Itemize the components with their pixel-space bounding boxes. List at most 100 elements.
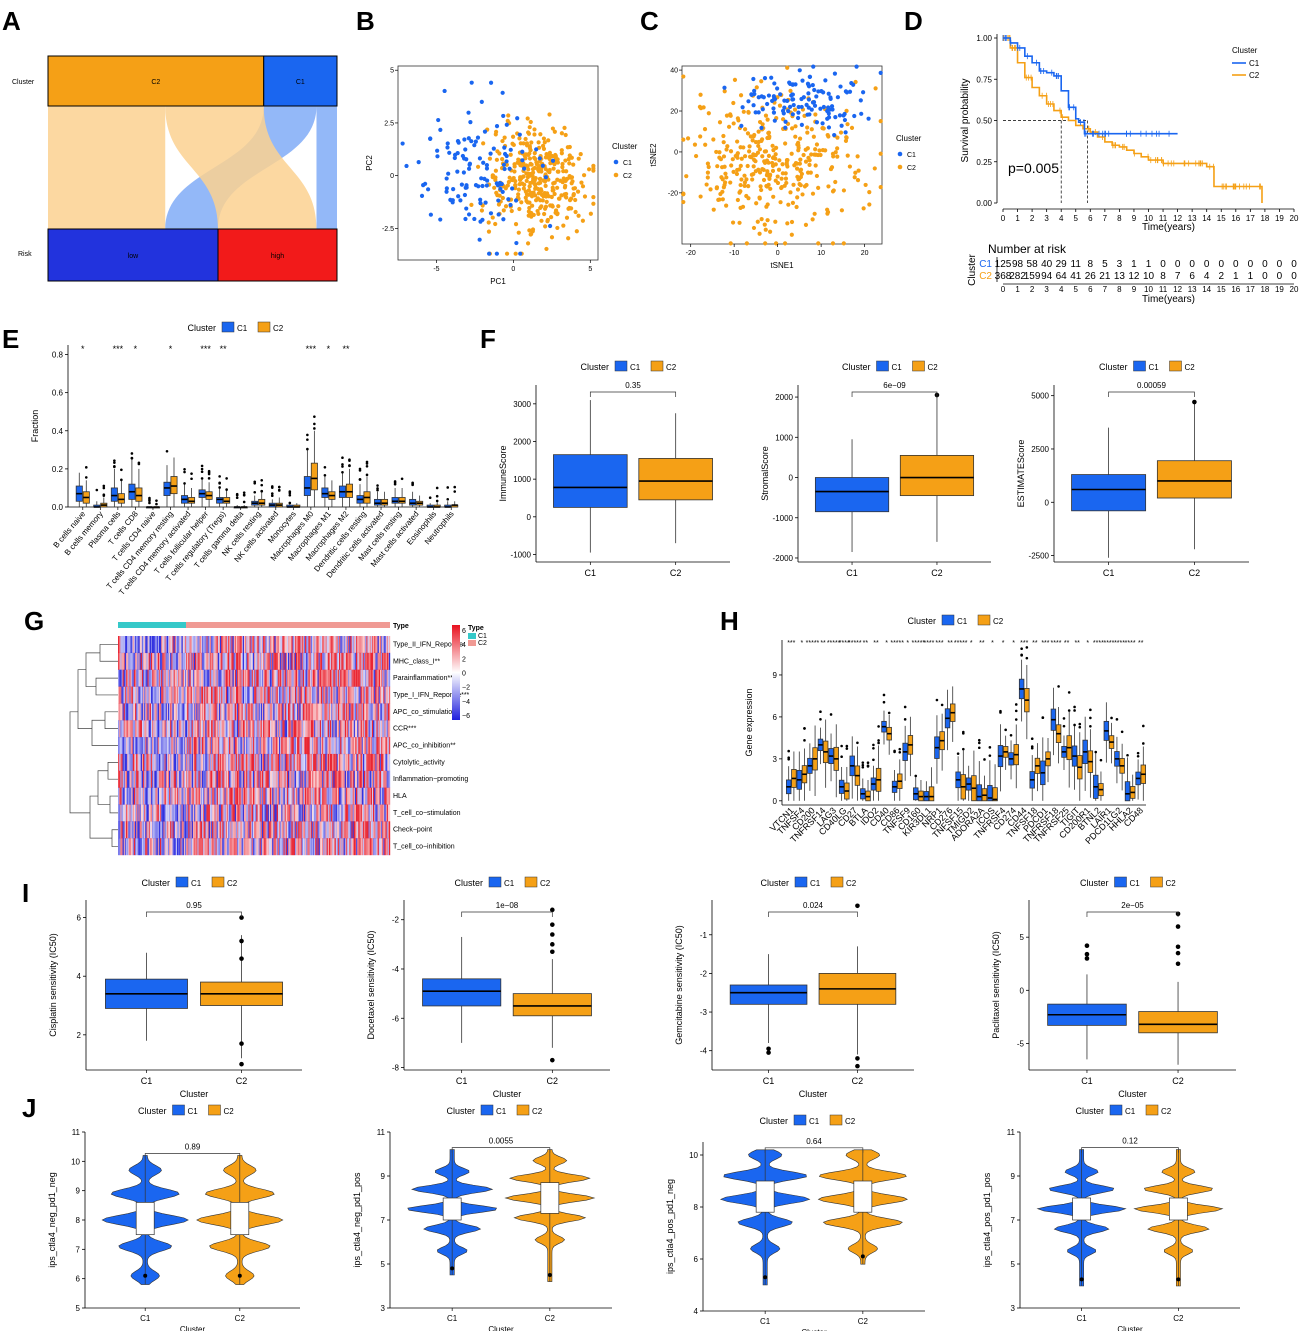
cibersort-outlier — [235, 493, 239, 497]
heatmap-cell — [336, 804, 339, 822]
heatmap-cell — [238, 753, 240, 771]
heatmap-cell — [315, 787, 317, 805]
heatmap-cell — [312, 652, 315, 670]
cibersort-outlier — [120, 478, 123, 482]
heatmap-cell — [366, 669, 368, 687]
heatmap-cell — [280, 821, 282, 839]
heatmap-cell — [182, 737, 184, 755]
tsne-point-C1 — [786, 109, 791, 114]
heatmap-cell — [140, 686, 142, 704]
heatmap-cell — [254, 686, 256, 704]
cibersort-y-tick-label: 0.0 — [52, 503, 64, 512]
heatmap-cell — [281, 770, 283, 788]
pca-point-C2 — [496, 202, 502, 207]
pca-point-C2 — [521, 186, 526, 191]
heatmap-cell — [192, 787, 195, 805]
heatmap-cell — [167, 787, 170, 805]
pca-point-C1 — [515, 116, 520, 121]
heatmap-cell — [220, 753, 222, 771]
checkpoint-significance: ***** — [827, 640, 841, 647]
heatmap-cell — [244, 787, 247, 805]
heatmap-cell — [305, 804, 307, 822]
heatmap-cell — [369, 770, 371, 788]
heatmap-cell — [141, 652, 144, 670]
tsne-point-C1 — [841, 113, 846, 118]
pca-point-C2 — [523, 136, 528, 142]
heatmap-cell — [186, 737, 188, 755]
heatmap-cell — [238, 720, 240, 738]
pca-point-C2 — [579, 180, 584, 185]
heatmap-cell — [157, 720, 159, 738]
heatmap-cell — [209, 652, 212, 670]
heatmap-cell — [273, 753, 275, 771]
heatmap-cell — [263, 703, 265, 721]
heatmap-cell — [333, 669, 335, 687]
pca-point-C2 — [493, 177, 498, 183]
heatmap-cell — [341, 737, 343, 755]
pca-point-C2 — [532, 132, 537, 137]
heatmap-cell — [288, 770, 290, 788]
risk-table-x-tick-label: 4 — [1059, 285, 1064, 294]
heatmap-cell — [207, 686, 209, 704]
heatmap-cell — [205, 838, 207, 856]
heatmap-cell — [225, 703, 227, 721]
heatmap-cell — [205, 669, 207, 687]
heatmap-cell — [121, 652, 123, 670]
heatmap-cell — [349, 720, 351, 738]
risk-table-value: 7 — [1175, 271, 1181, 282]
pca-point-C2 — [504, 251, 510, 256]
heatmap-cell — [275, 737, 277, 755]
pca-point-C2 — [550, 126, 555, 131]
heatmap-cell — [315, 669, 317, 687]
heatmap-cell — [166, 753, 169, 771]
heatmap-cell — [341, 821, 343, 839]
heatmap-cell — [159, 821, 162, 839]
heatmap-cell — [368, 669, 370, 687]
heatmap-cell — [350, 787, 352, 805]
pca-point-C2 — [523, 195, 528, 200]
heatmap-cell — [371, 652, 374, 670]
heatmap-cell — [157, 821, 159, 839]
heatmap-cell — [305, 753, 307, 771]
heatmap-cell — [205, 787, 207, 805]
heatmap-cell — [155, 787, 157, 805]
heatmap-cell — [180, 652, 182, 670]
heatmap-cell — [280, 703, 282, 721]
heatmap-cell — [382, 770, 384, 788]
tsne-point-C2 — [766, 173, 771, 178]
heatmap-cell — [148, 669, 150, 687]
heatmap-cell — [229, 770, 231, 788]
heatmap-cell — [234, 669, 237, 687]
heatmap-cell — [173, 804, 175, 822]
heatmap-row-label: Type_II_IFN_Reponse — [393, 641, 463, 648]
pca-point-C1 — [478, 219, 483, 224]
heatmap-cell — [341, 669, 343, 687]
pca-point-C2 — [588, 211, 593, 216]
heatmap-annotation-C1 — [118, 622, 186, 628]
heatmap-cell — [118, 787, 120, 805]
heatmap-cell — [242, 838, 244, 856]
heatmap-cell — [309, 770, 311, 788]
estimatescore-y-tick-label: 2500 — [1031, 445, 1049, 454]
heatmap-cell — [269, 652, 272, 670]
heatmap-cell — [267, 686, 269, 704]
heatmap-cell — [187, 669, 189, 687]
heatmap-cell — [255, 686, 257, 704]
heatmap-cell — [277, 804, 280, 822]
heatmap-cell — [345, 737, 348, 755]
heatmap-cell — [233, 703, 235, 721]
tsne-point-C2 — [722, 89, 727, 94]
heatmap-cell — [323, 737, 325, 755]
tsne-point-C1 — [781, 111, 786, 116]
heatmap-cell — [317, 636, 319, 654]
heatmap-cell — [180, 636, 182, 654]
heatmap-cell — [271, 838, 273, 856]
tsne-point-C1 — [866, 116, 871, 121]
heatmap-cell — [237, 720, 239, 738]
heatmap-cell — [188, 753, 190, 771]
heatmap-cell — [237, 821, 239, 839]
tsne-point-C1 — [835, 95, 841, 100]
cibersort-legend-key-C2 — [257, 321, 271, 333]
cibersort-outlier — [183, 467, 186, 471]
heatmap-cell — [369, 686, 371, 704]
